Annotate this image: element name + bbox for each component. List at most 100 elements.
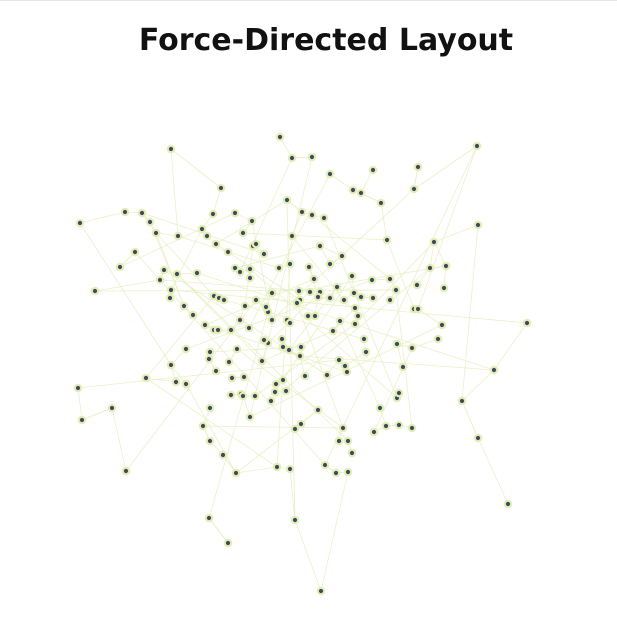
graph-node[interactable]: [218, 450, 228, 460]
graph-node[interactable]: [166, 360, 176, 370]
graph-node[interactable]: [75, 218, 85, 228]
graph-node[interactable]: [216, 183, 226, 193]
graph-node[interactable]: [270, 387, 280, 397]
graph-node[interactable]: [347, 448, 357, 458]
graph-node[interactable]: [107, 403, 117, 413]
graph-node[interactable]: [295, 351, 305, 361]
graph-node[interactable]: [409, 184, 419, 194]
graph-node[interactable]: [385, 274, 395, 284]
graph-node[interactable]: [172, 269, 182, 279]
graph-node[interactable]: [200, 320, 210, 330]
graph-node[interactable]: [77, 415, 87, 425]
graph-node[interactable]: [73, 383, 83, 393]
graph-node[interactable]: [130, 247, 140, 257]
graph-node[interactable]: [334, 436, 344, 446]
graph-node[interactable]: [159, 265, 169, 275]
graph-node[interactable]: [202, 231, 212, 241]
graph-node[interactable]: [489, 365, 499, 375]
graph-node[interactable]: [223, 538, 233, 548]
graph-node[interactable]: [181, 379, 191, 389]
graph-node[interactable]: [385, 295, 395, 305]
graph-node[interactable]: [272, 462, 282, 472]
graph-node[interactable]: [271, 379, 281, 389]
graph-node[interactable]: [205, 347, 215, 357]
graph-node[interactable]: [322, 370, 332, 380]
graph-node[interactable]: [235, 267, 245, 277]
graph-node[interactable]: [304, 262, 314, 272]
graph-node[interactable]: [473, 220, 483, 230]
graph-node[interactable]: [173, 231, 183, 241]
graph-node[interactable]: [398, 362, 408, 372]
graph-node[interactable]: [257, 356, 267, 366]
graph-node[interactable]: [120, 207, 130, 217]
graph-node[interactable]: [230, 208, 240, 218]
graph-node[interactable]: [205, 403, 215, 413]
graph-node[interactable]: [392, 339, 402, 349]
graph-node[interactable]: [171, 377, 181, 387]
graph-node[interactable]: [334, 355, 344, 365]
graph-node[interactable]: [282, 195, 292, 205]
graph-node[interactable]: [235, 315, 245, 325]
graph-node[interactable]: [310, 311, 320, 321]
graph-node[interactable]: [413, 304, 423, 314]
graph-node[interactable]: [226, 325, 236, 335]
graph-node[interactable]: [285, 259, 295, 269]
graph-node[interactable]: [204, 513, 214, 523]
graph-node[interactable]: [275, 132, 285, 142]
graph-node[interactable]: [348, 185, 358, 195]
graph-node[interactable]: [250, 391, 260, 401]
graph-node[interactable]: [155, 275, 165, 285]
graph-node[interactable]: [115, 262, 125, 272]
graph-node[interactable]: [316, 586, 326, 596]
graph-node[interactable]: [457, 396, 467, 406]
graph-node[interactable]: [343, 467, 353, 477]
graph-node[interactable]: [439, 283, 449, 293]
graph-node[interactable]: [145, 217, 155, 227]
graph-node[interactable]: [441, 261, 451, 271]
graph-node[interactable]: [407, 423, 417, 433]
graph-node[interactable]: [267, 315, 277, 325]
graph-node[interactable]: [350, 319, 360, 329]
graph-node[interactable]: [297, 207, 307, 217]
graph-node[interactable]: [197, 224, 207, 234]
graph-node[interactable]: [192, 268, 202, 278]
graph-node[interactable]: [232, 344, 242, 354]
graph-node[interactable]: [244, 323, 254, 333]
graph-node[interactable]: [224, 357, 234, 367]
graph-node[interactable]: [349, 288, 359, 298]
graph-node[interactable]: [315, 241, 325, 251]
graph-node[interactable]: [307, 210, 317, 220]
graph-node[interactable]: [90, 286, 100, 296]
graph-node[interactable]: [356, 188, 366, 198]
graph-node[interactable]: [274, 263, 284, 273]
graph-node[interactable]: [367, 275, 377, 285]
graph-node[interactable]: [369, 427, 379, 437]
graph-node[interactable]: [313, 292, 323, 302]
graph-node[interactable]: [292, 298, 302, 308]
graph-node[interactable]: [425, 263, 435, 273]
graph-node[interactable]: [437, 320, 447, 330]
graph-node[interactable]: [247, 216, 257, 226]
graph-node[interactable]: [339, 295, 349, 305]
graph-node[interactable]: [433, 334, 443, 344]
graph-node[interactable]: [137, 208, 147, 218]
graph-node[interactable]: [277, 334, 287, 344]
graph-node[interactable]: [522, 318, 532, 328]
graph-node[interactable]: [320, 460, 330, 470]
graph-node[interactable]: [211, 366, 221, 376]
graph-node[interactable]: [188, 310, 198, 320]
graph-node[interactable]: [208, 209, 218, 219]
graph-node[interactable]: [335, 316, 345, 326]
graph-node[interactable]: [281, 386, 291, 396]
graph-node[interactable]: [325, 169, 335, 179]
graph-node[interactable]: [381, 421, 391, 431]
graph-node[interactable]: [429, 237, 439, 247]
graph-node[interactable]: [413, 162, 423, 172]
graph-node[interactable]: [394, 420, 404, 430]
graph-node[interactable]: [473, 433, 483, 443]
graph-node[interactable]: [359, 334, 369, 344]
graph-node[interactable]: [227, 373, 237, 383]
graph-node[interactable]: [278, 375, 288, 385]
graph-node[interactable]: [285, 464, 295, 474]
graph-node[interactable]: [179, 301, 189, 311]
